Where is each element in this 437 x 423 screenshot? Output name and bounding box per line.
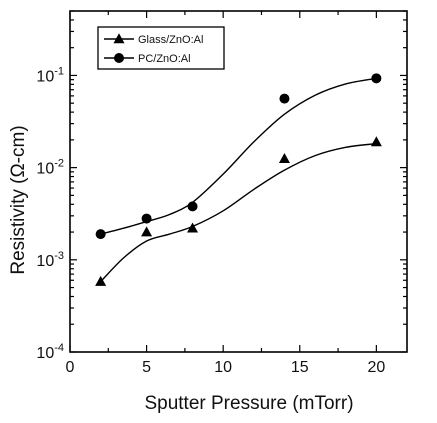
x-tick-label: 5 <box>142 359 151 376</box>
data-points <box>95 73 382 286</box>
data-point-pc <box>279 93 290 104</box>
data-point-pc <box>371 73 382 84</box>
y-tick-label: 10-1 <box>36 65 64 85</box>
y-axis-label: Resistivity (Ω-cm) <box>8 125 29 274</box>
data-point-glass <box>370 136 382 147</box>
legend-label-glass: Glass/ZnO:Al <box>138 34 203 46</box>
x-tick-label: 0 <box>66 359 75 376</box>
fit-curves <box>100 77 377 283</box>
data-point-glass <box>278 152 290 163</box>
y-tick-label: 10-3 <box>36 250 64 270</box>
y-tick-label: 10-2 <box>36 158 64 178</box>
legend: Glass/ZnO:Al PC/ZnO:Al <box>97 26 225 70</box>
data-point-glass <box>141 226 153 237</box>
data-point-pc <box>95 229 106 240</box>
x-tick-label: 15 <box>291 359 309 376</box>
x-tick-label: 20 <box>367 359 385 376</box>
x-tick-label: 10 <box>214 359 232 376</box>
data-point-pc <box>141 213 152 224</box>
data-point-pc <box>187 201 198 212</box>
data-point-glass <box>187 222 199 233</box>
legend-marker-glass <box>113 33 125 44</box>
data-point-glass <box>95 275 107 286</box>
fit-curve-glass <box>100 142 377 283</box>
y-tick-label: 10-4 <box>36 342 64 362</box>
legend-label-pc: PC/ZnO:Al <box>138 53 191 65</box>
fit-curve-pc <box>100 77 377 235</box>
axes: 0 5 10 15 20 10-4 10-3 10-2 10-1 <box>36 10 408 376</box>
x-axis-label: Sputter Pressure (mTorr) <box>144 393 353 414</box>
legend-marker-pc <box>114 53 124 63</box>
